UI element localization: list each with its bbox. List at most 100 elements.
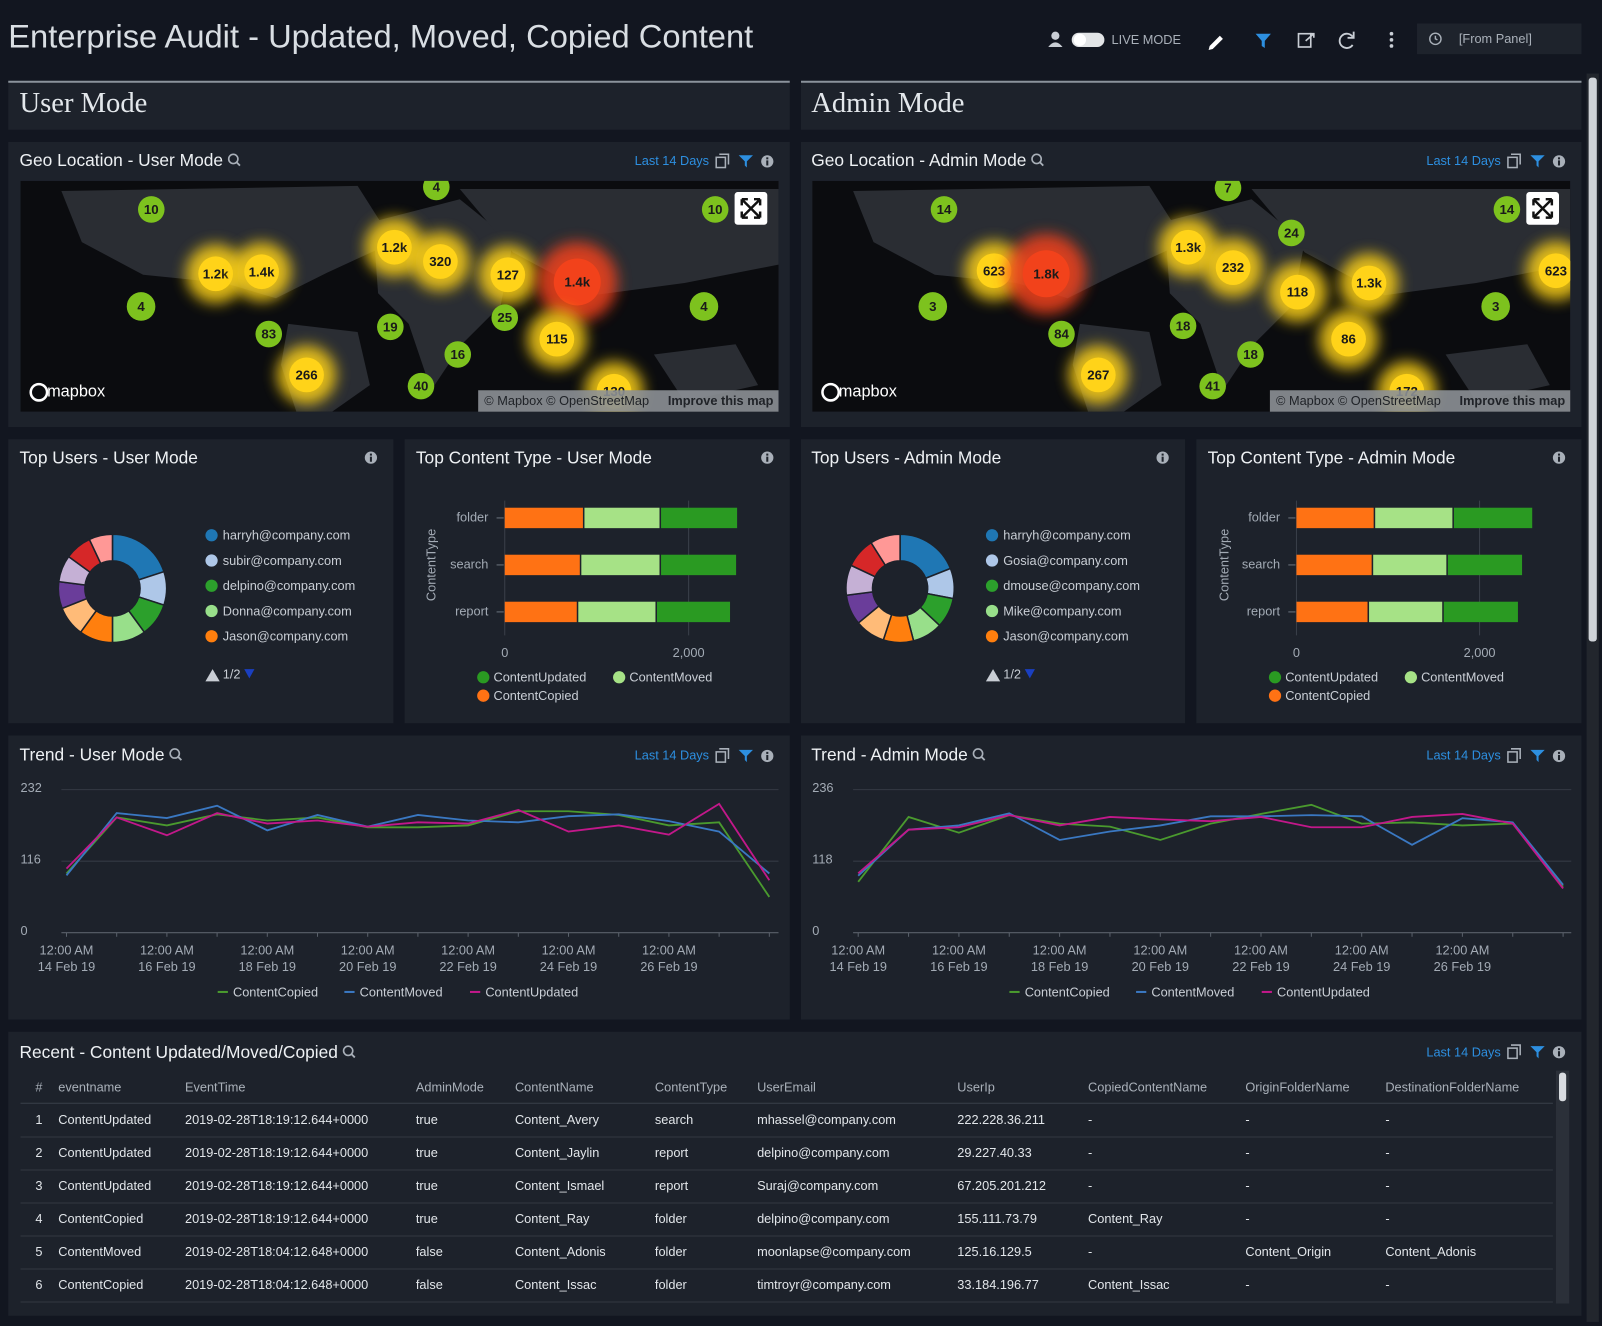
legend-label: ContentCopied (1025, 984, 1110, 999)
cluster-label: 1.3k (1356, 276, 1382, 291)
column-header[interactable]: OriginFolderName (1245, 1079, 1349, 1094)
cluster-label: 14 (937, 202, 952, 217)
legend-swatch (477, 690, 489, 702)
bar-segment[interactable] (584, 508, 659, 528)
table-scrollbar-thumb[interactable] (1559, 1073, 1566, 1102)
table-cell: Content_Adonis (515, 1244, 606, 1259)
info-glyph (766, 454, 768, 456)
legend-label: harryh@company.com (223, 528, 351, 543)
bar-segment[interactable] (1369, 602, 1442, 622)
cluster-label: 18 (1176, 318, 1191, 333)
table-cell: 1 (35, 1112, 42, 1127)
table-cell: search (655, 1112, 693, 1127)
info-glyph (1558, 160, 1560, 165)
table-cell: 222.228.36.211 (957, 1112, 1045, 1127)
x-tick-label: 16 Feb 19 (930, 959, 987, 974)
bar-segment[interactable] (505, 508, 583, 528)
x-tick-time: 12:00 AM (932, 942, 986, 957)
table-cell: true (416, 1211, 438, 1226)
legend-label: harryh@company.com (1003, 528, 1131, 543)
table-cell: Content_Ismael (515, 1178, 604, 1193)
legend-page: 1/2 (1003, 667, 1021, 682)
improve-link[interactable]: Improve this map (668, 393, 774, 408)
column-header[interactable]: # (35, 1079, 43, 1094)
bar-segment[interactable] (657, 602, 730, 622)
x-tick-time: 12:00 AM (341, 942, 395, 957)
bar-segment[interactable] (1373, 555, 1446, 575)
bar-segment[interactable] (578, 602, 655, 622)
panel-title: Trend - Admin Mode (811, 745, 968, 765)
legend-swatch (205, 580, 217, 592)
legend-swatch (477, 671, 489, 683)
column-header[interactable]: eventname (58, 1079, 121, 1094)
x-tick-time: 12:00 AM (1335, 942, 1389, 957)
improve-link[interactable]: Improve this map (1460, 393, 1566, 408)
x-tick-label: 0 (501, 645, 508, 660)
bar-segment[interactable] (1296, 602, 1367, 622)
live-mode-toggle[interactable] (1072, 33, 1105, 47)
panel (8, 736, 790, 1020)
mapbox-wordmark: mapbox (839, 383, 897, 401)
bar-segment[interactable] (505, 555, 580, 575)
column-header[interactable]: CopiedContentName (1088, 1079, 1207, 1094)
cluster-label: 127 (497, 267, 519, 282)
column-header[interactable]: ContentType (655, 1079, 727, 1094)
legend-swatch (986, 580, 998, 592)
cluster-label: 41 (1205, 379, 1220, 394)
legend-swatch (1269, 671, 1281, 683)
cluster-label: 623 (1545, 263, 1567, 278)
x-tick-time: 12:00 AM (40, 942, 94, 957)
bar-segment[interactable] (1444, 602, 1518, 622)
table-cell: false (416, 1277, 443, 1292)
table-cell: - (1385, 1112, 1389, 1127)
column-header[interactable]: UserIp (957, 1079, 995, 1094)
bar-segment[interactable] (661, 508, 737, 528)
bar-segment[interactable] (1296, 555, 1371, 575)
column-header[interactable]: ContentName (515, 1079, 594, 1094)
table-cell: - (1245, 1211, 1249, 1226)
panel (801, 736, 1581, 1020)
live-mode-label: LIVE MODE (1112, 32, 1181, 47)
table-scrollbar (1556, 1071, 1569, 1304)
table-cell: 29.227.40.33 (957, 1145, 1031, 1160)
table-cell: 2019-02-28T18:04:12.648+0000 (185, 1244, 368, 1259)
bar-segment[interactable] (505, 602, 577, 622)
y-tick-label: 118 (812, 852, 832, 867)
y-tick-label: 232 (21, 780, 42, 795)
legend-swatch (986, 554, 998, 566)
legend-swatch (1405, 671, 1417, 683)
bar-segment[interactable] (581, 555, 659, 575)
bar-segment[interactable] (1454, 508, 1532, 528)
y-tick-label: report (455, 603, 489, 618)
table-cell: ContentCopied (58, 1277, 143, 1292)
legend-swatch (986, 529, 998, 541)
column-header[interactable]: DestinationFolderName (1385, 1079, 1519, 1094)
bar-segment[interactable] (1296, 508, 1373, 528)
more-button[interactable] (1390, 32, 1394, 48)
table-cell: - (1245, 1112, 1249, 1127)
cluster-label: 7 (1224, 181, 1231, 196)
cluster-label: 118 (1287, 285, 1308, 300)
table-cell: - (1088, 1178, 1092, 1193)
bar-segment[interactable] (1448, 555, 1522, 575)
table-cell: ContentCopied (58, 1211, 143, 1226)
column-header[interactable]: EventTime (185, 1079, 245, 1094)
table-cell: - (1245, 1145, 1249, 1160)
map: 104101.2k3201.2k1.4k1271.4k4483192511516… (21, 174, 779, 421)
bar-segment[interactable] (661, 555, 736, 575)
column-header[interactable]: AdminMode (416, 1079, 484, 1094)
column-header[interactable]: UserEmail (757, 1079, 816, 1094)
legend-swatch (1269, 690, 1281, 702)
legend-label: subir@company.com (223, 553, 342, 568)
y-tick-label: 116 (21, 852, 41, 867)
bar-segment[interactable] (1375, 508, 1452, 528)
cluster-label: 1.8k (1033, 266, 1059, 281)
table-cell: 2019-02-28T18:19:12.644+0000 (185, 1145, 368, 1160)
y-tick-label: report (1247, 603, 1281, 618)
legend-label: ContentMoved (629, 670, 712, 685)
x-tick-label: 2,000 (1464, 645, 1496, 660)
cluster-label: 25 (497, 310, 512, 325)
scrollbar-thumb[interactable] (1589, 78, 1597, 642)
info-glyph (1558, 755, 1560, 760)
